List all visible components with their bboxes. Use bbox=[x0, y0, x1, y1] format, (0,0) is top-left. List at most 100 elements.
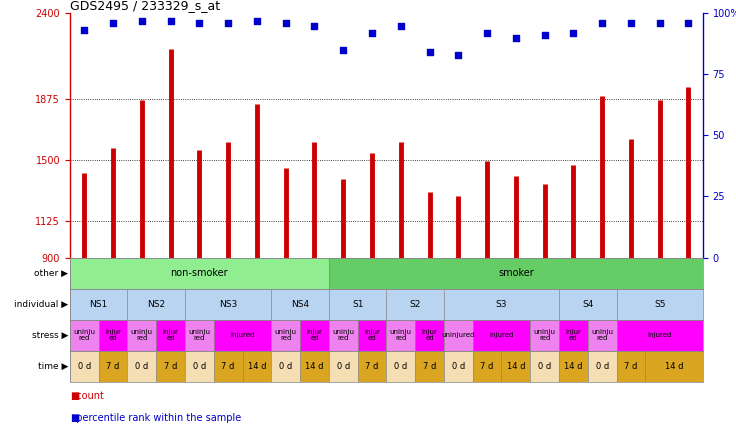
Text: 14 d: 14 d bbox=[248, 362, 266, 371]
Text: ■: ■ bbox=[70, 413, 79, 423]
Bar bbox=[588, 320, 617, 351]
Bar bbox=[213, 320, 272, 351]
Point bbox=[79, 27, 91, 34]
Text: smoker: smoker bbox=[498, 268, 534, 278]
Text: injur
ed: injur ed bbox=[163, 329, 179, 341]
Bar bbox=[358, 320, 386, 351]
Bar bbox=[530, 351, 559, 382]
Bar bbox=[272, 289, 329, 320]
Bar bbox=[243, 351, 272, 382]
Text: 14 d: 14 d bbox=[506, 362, 525, 371]
Bar bbox=[300, 320, 329, 351]
Text: 0 d: 0 d bbox=[452, 362, 465, 371]
Bar bbox=[185, 351, 213, 382]
Text: injur
ed: injur ed bbox=[105, 329, 121, 341]
Bar bbox=[127, 351, 156, 382]
Bar bbox=[617, 320, 703, 351]
Text: S3: S3 bbox=[496, 300, 507, 309]
Bar bbox=[559, 289, 617, 320]
Bar bbox=[185, 289, 272, 320]
Text: individual ▶: individual ▶ bbox=[14, 300, 68, 309]
Bar bbox=[473, 351, 501, 382]
Bar bbox=[386, 320, 415, 351]
Bar bbox=[272, 320, 300, 351]
Text: 7 d: 7 d bbox=[222, 362, 235, 371]
Text: 0 d: 0 d bbox=[394, 362, 408, 371]
Bar bbox=[70, 289, 127, 320]
Text: injur
ed: injur ed bbox=[565, 329, 581, 341]
Point bbox=[395, 22, 407, 29]
Bar bbox=[617, 351, 645, 382]
Text: injur
ed: injur ed bbox=[306, 329, 322, 341]
Text: S2: S2 bbox=[409, 300, 421, 309]
Bar bbox=[127, 289, 185, 320]
Text: NS4: NS4 bbox=[291, 300, 309, 309]
Text: other ▶: other ▶ bbox=[35, 269, 68, 278]
Bar bbox=[588, 351, 617, 382]
Text: 7 d: 7 d bbox=[624, 362, 637, 371]
Bar bbox=[415, 320, 444, 351]
Text: 7 d: 7 d bbox=[423, 362, 436, 371]
Point bbox=[366, 29, 378, 36]
Point bbox=[596, 20, 608, 27]
Text: 0 d: 0 d bbox=[193, 362, 206, 371]
Point bbox=[280, 20, 291, 27]
Bar bbox=[185, 320, 213, 351]
Bar bbox=[99, 351, 127, 382]
Text: injured: injured bbox=[648, 332, 672, 338]
Text: NS2: NS2 bbox=[147, 300, 166, 309]
Text: 7 d: 7 d bbox=[164, 362, 177, 371]
Text: uninju
red: uninju red bbox=[390, 329, 411, 341]
Bar bbox=[70, 258, 329, 289]
Text: uninju
red: uninju red bbox=[534, 329, 556, 341]
Text: uninjured: uninjured bbox=[442, 332, 475, 338]
Bar bbox=[329, 351, 358, 382]
Point bbox=[251, 17, 263, 24]
Bar bbox=[617, 289, 703, 320]
Bar bbox=[156, 351, 185, 382]
Point bbox=[682, 20, 694, 27]
Text: 0 d: 0 d bbox=[78, 362, 91, 371]
Text: 0 d: 0 d bbox=[336, 362, 350, 371]
Bar bbox=[70, 320, 99, 351]
Bar bbox=[329, 258, 703, 289]
Point bbox=[308, 22, 320, 29]
Point bbox=[222, 20, 234, 27]
Bar bbox=[444, 320, 473, 351]
Text: 14 d: 14 d bbox=[305, 362, 324, 371]
Text: uninju
red: uninju red bbox=[591, 329, 613, 341]
Bar bbox=[70, 351, 99, 382]
Point bbox=[510, 34, 522, 41]
Text: 0 d: 0 d bbox=[279, 362, 292, 371]
Text: uninju
red: uninju red bbox=[188, 329, 210, 341]
Bar bbox=[213, 351, 243, 382]
Bar bbox=[156, 320, 185, 351]
Text: injur
ed: injur ed bbox=[422, 329, 437, 341]
Text: time ▶: time ▶ bbox=[38, 362, 68, 371]
Text: injur
ed: injur ed bbox=[364, 329, 380, 341]
Bar bbox=[329, 289, 386, 320]
Text: injured: injured bbox=[489, 332, 514, 338]
Bar bbox=[559, 351, 588, 382]
Point bbox=[136, 17, 148, 24]
Text: 14 d: 14 d bbox=[565, 362, 583, 371]
Point bbox=[337, 47, 349, 54]
Text: 0 d: 0 d bbox=[595, 362, 609, 371]
Point bbox=[539, 32, 551, 39]
Bar bbox=[127, 320, 156, 351]
Text: 0 d: 0 d bbox=[135, 362, 149, 371]
Point bbox=[453, 52, 464, 59]
Bar bbox=[386, 289, 444, 320]
Text: uninju
red: uninju red bbox=[74, 329, 95, 341]
Text: uninju
red: uninju red bbox=[275, 329, 297, 341]
Text: S5: S5 bbox=[654, 300, 665, 309]
Text: count: count bbox=[70, 391, 104, 401]
Text: S4: S4 bbox=[582, 300, 593, 309]
Point bbox=[424, 49, 436, 56]
Point bbox=[107, 20, 119, 27]
Text: uninju
red: uninju red bbox=[332, 329, 354, 341]
Bar bbox=[99, 320, 127, 351]
Point bbox=[567, 29, 579, 36]
Text: 7 d: 7 d bbox=[481, 362, 494, 371]
Point bbox=[625, 20, 637, 27]
